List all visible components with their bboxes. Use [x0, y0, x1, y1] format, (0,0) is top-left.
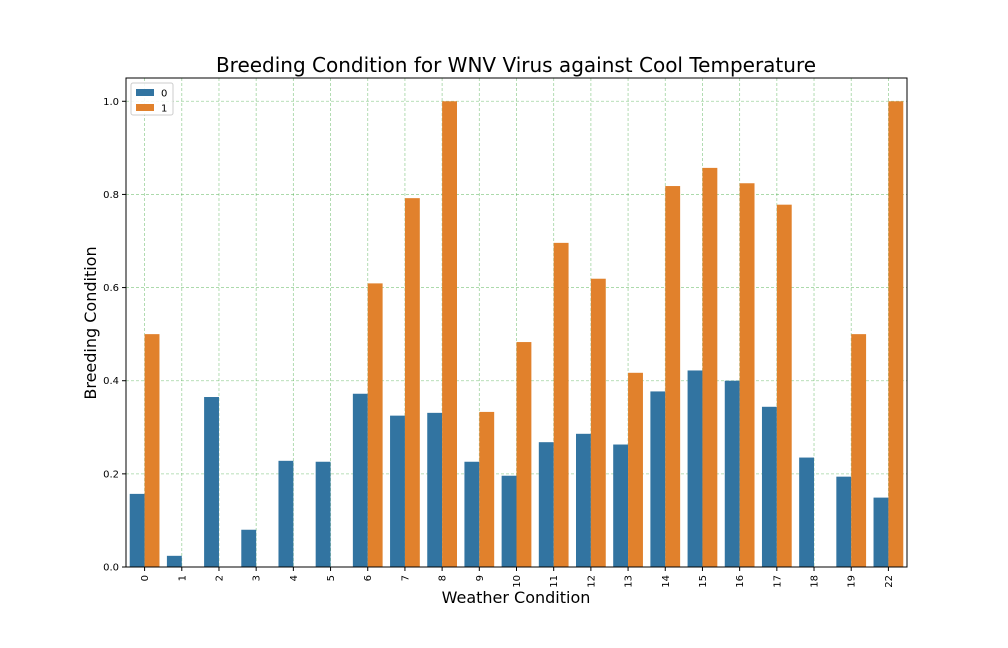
- x-tick-label: 0: [140, 575, 151, 581]
- bar-series-0-8: [427, 412, 443, 567]
- bar-series-0-6: [352, 393, 368, 567]
- y-tick-label: 0.4: [103, 376, 119, 387]
- y-axis: 0.0 0.2 0.4 0.6 0.8 1.0: [103, 97, 126, 574]
- x-tick-label: 10: [512, 575, 523, 588]
- bar-series-0-13: [613, 444, 629, 567]
- x-tick-label: 1: [177, 575, 188, 581]
- bar-series-1-14: [665, 186, 681, 567]
- legend-label: 0: [161, 89, 167, 100]
- bar-series-0-18: [799, 457, 815, 567]
- bar-series-0-16: [724, 380, 740, 567]
- x-tick-label: 19: [847, 575, 858, 588]
- x-tick-label: 18: [810, 575, 821, 588]
- x-axis: 0 1 2 3 4 5 6 7 8 9 10 11 12 13 14 15 16 17 18 19 22: [140, 567, 895, 588]
- y-tick-label: 1.0: [103, 97, 119, 108]
- bar-series-1-8: [442, 101, 457, 568]
- bar-series-0-17: [761, 406, 777, 567]
- bar-series-1-13: [628, 372, 643, 567]
- bar-series-1-17: [776, 204, 792, 567]
- bar-series-1-0: [144, 334, 160, 567]
- x-tick-label: 22: [884, 575, 895, 588]
- bar-series-0-5: [315, 461, 331, 567]
- y-tick-label: 0.8: [103, 190, 119, 201]
- legend-swatch-1: [136, 104, 154, 111]
- x-tick-label: 8: [438, 575, 449, 581]
- bar-series-0-15: [687, 370, 703, 567]
- bar-series-1-19: [851, 334, 867, 567]
- bar-series-0-3: [241, 529, 257, 567]
- x-axis-label: Weather Condition: [442, 588, 591, 607]
- bar-series-1-10: [516, 342, 532, 567]
- legend: 01: [130, 82, 174, 116]
- y-axis-label: Breeding Condition: [81, 246, 100, 399]
- bar-series-1-15: [702, 167, 718, 567]
- x-tick-label: 11: [549, 575, 560, 588]
- bar-series-0-1: [166, 555, 182, 567]
- x-tick-label: 7: [400, 575, 411, 581]
- legend-label: 1: [161, 104, 167, 115]
- y-tick-label: 0.0: [103, 563, 119, 574]
- bar-series-1-7: [404, 198, 420, 567]
- bar-series-0-14: [650, 391, 666, 567]
- bar-series-0-12: [576, 433, 591, 567]
- chart-title: Breeding Condition for WNV Virus against…: [216, 53, 816, 77]
- bar-series-0-22: [873, 497, 889, 567]
- x-tick-label: 5: [326, 575, 337, 581]
- bars: [129, 101, 904, 568]
- bar-series-0-11: [538, 442, 554, 567]
- x-tick-label: 4: [289, 575, 300, 581]
- bar-series-0-4: [278, 460, 294, 567]
- x-tick-label: 3: [252, 575, 263, 581]
- x-tick-label: 15: [698, 575, 709, 588]
- bar-series-1-11: [553, 242, 569, 567]
- y-tick-label: 0.6: [103, 283, 119, 294]
- bar-series-1-22: [888, 101, 904, 568]
- x-tick-label: 13: [624, 575, 635, 588]
- bar-series-0-19: [836, 476, 852, 567]
- bar-series-1-9: [479, 411, 495, 567]
- x-tick-label: 12: [586, 575, 597, 588]
- bar-series-1-16: [739, 183, 755, 567]
- bar-series-1-6: [367, 283, 383, 567]
- bar-series-0-0: [129, 493, 145, 567]
- bar-series-0-10: [501, 475, 517, 567]
- legend-swatch-0: [136, 89, 154, 96]
- x-tick-label: 6: [363, 575, 374, 581]
- y-tick-label: 0.2: [103, 469, 119, 480]
- bar-series-0-9: [464, 461, 480, 567]
- bar-series-0-7: [390, 415, 405, 567]
- bar-series-1-12: [590, 278, 606, 567]
- x-tick-label: 9: [475, 575, 486, 581]
- x-tick-label: 16: [735, 575, 746, 588]
- x-tick-label: 17: [772, 575, 783, 588]
- x-tick-label: 14: [661, 575, 672, 588]
- x-tick-label: 2: [214, 575, 225, 581]
- bar-series-0-2: [204, 397, 219, 567]
